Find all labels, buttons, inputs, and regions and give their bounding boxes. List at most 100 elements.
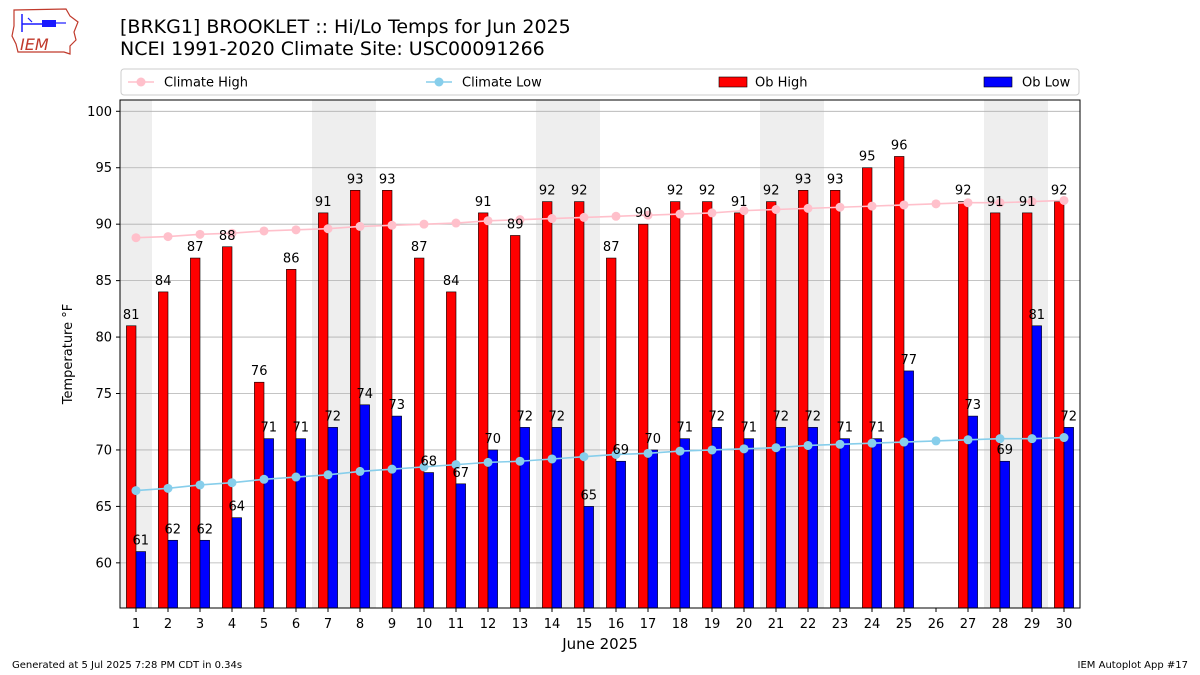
ob-low-label: 74 [357, 387, 374, 402]
x-tick-label: 5 [260, 617, 268, 632]
climate-low-point [547, 454, 557, 464]
title-line-1: [BRKG1] BROOKLET :: Hi/Lo Temps for Jun … [120, 16, 571, 38]
climate-high-point [579, 212, 589, 222]
ob-high-bar [638, 223, 649, 609]
ob-low-bar [775, 427, 786, 609]
title-line-2: NCEI 1991-2020 Climate Site: USC00091266 [120, 38, 545, 60]
x-tick-label: 14 [544, 617, 561, 632]
ob-high-label: 92 [763, 184, 780, 199]
chart-title: [BRKG1] BROOKLET :: Hi/Lo Temps for Jun … [120, 16, 571, 60]
ob-high-label: 89 [507, 217, 524, 232]
climate-high-point [611, 211, 621, 221]
y-tick-label: 95 [95, 161, 112, 176]
climate-high-point [739, 206, 749, 216]
ob-high-label: 87 [187, 240, 204, 255]
climate-low-point [163, 483, 173, 493]
ob-high-label: 95 [859, 150, 876, 165]
climate-high-line [135, 199, 1065, 239]
x-tick-label: 9 [388, 617, 396, 632]
climate-low-point [899, 437, 909, 447]
ob-high-bar [542, 201, 553, 609]
climate-low-point [195, 480, 205, 490]
ob-low-label: 71 [869, 421, 886, 436]
ob-low-label: 72 [773, 409, 790, 424]
y-tick-label: 100 [87, 105, 112, 120]
ob-low-label: 81 [1029, 308, 1046, 323]
legend-climate-low-marker [434, 77, 444, 87]
climate-high-point [675, 209, 685, 219]
ob-high-bar [670, 201, 681, 609]
climate-low-point [451, 460, 461, 470]
ob-high-label: 92 [955, 184, 972, 199]
x-tick-label: 13 [512, 617, 529, 632]
x-tick-label: 22 [800, 617, 817, 632]
x-tick-label: 20 [736, 617, 753, 632]
climate-low-point [771, 443, 781, 453]
climate-low-line [135, 436, 1065, 492]
ob-low-label: 77 [901, 353, 918, 368]
climate-high-point [291, 225, 301, 235]
x-tick-label: 28 [992, 617, 1009, 632]
ob-high-label: 87 [603, 240, 620, 255]
x-tick-label: 25 [896, 617, 913, 632]
climate-high-point [387, 220, 397, 230]
app-footer: IEM Autoplot App #17 [1077, 660, 1188, 671]
legend-ob-low-label: Ob Low [1022, 76, 1071, 91]
ob-low-label: 72 [805, 409, 822, 424]
legend-ob-low-swatch [983, 76, 1013, 88]
climate-low-point [803, 440, 813, 450]
climate-high-point [515, 215, 525, 225]
ob-high-label: 92 [571, 184, 588, 199]
ob-high-bar [446, 291, 457, 609]
ob-low-bar [615, 460, 626, 609]
ob-low-label: 61 [133, 534, 150, 549]
x-tick-label: 27 [960, 617, 977, 632]
ob-low-label: 62 [197, 522, 214, 537]
climate-low-point [515, 456, 525, 466]
climate-high-point [995, 198, 1005, 208]
x-tick-label: 6 [292, 617, 300, 632]
x-tick-label: 26 [928, 617, 945, 632]
ob-high-bar [190, 257, 201, 609]
x-tick-label: 3 [196, 617, 204, 632]
climate-high-point [323, 224, 333, 234]
plot-frame [119, 99, 1081, 609]
climate-low-point [707, 445, 717, 455]
ob-low-label: 71 [837, 421, 854, 436]
climate-high-point [355, 221, 365, 231]
climate-low-point [483, 457, 493, 467]
ob-low-bar [327, 427, 338, 609]
climate-low-point [1059, 433, 1069, 443]
ob-low-label: 73 [389, 398, 406, 413]
ob-low-bar [743, 438, 754, 609]
ob-high-bar [1054, 201, 1065, 609]
ob-low-bar [519, 427, 530, 609]
ob-low-bar [391, 415, 402, 609]
ob-high-bar [862, 167, 873, 609]
ob-high-bar [606, 257, 617, 609]
x-tick-label: 10 [416, 617, 433, 632]
x-tick-label: 23 [832, 617, 849, 632]
ob-high-bar [254, 381, 265, 609]
ob-low-label: 70 [485, 432, 502, 447]
ob-low-bar [423, 472, 434, 609]
ob-high-label: 93 [795, 172, 812, 187]
climate-high-point [803, 203, 813, 213]
legend-climate-high-label: Climate High [164, 76, 248, 91]
y-axis-label: Temperature °F [61, 304, 76, 405]
x-tick-label: 24 [864, 617, 881, 632]
ob-high-label: 91 [315, 195, 332, 210]
climate-low-point [131, 486, 141, 496]
climate-high-point [451, 218, 461, 228]
ob-low-bar [999, 460, 1010, 609]
ob-high-bar [478, 212, 489, 609]
climate-low-point [259, 474, 269, 484]
y-tick-label: 85 [95, 274, 112, 289]
ob-low-label: 72 [325, 409, 342, 424]
ob-high-label: 90 [635, 206, 652, 221]
climate-low-point [931, 436, 941, 446]
climate-low-point [739, 444, 749, 454]
climate-high-point [835, 202, 845, 212]
x-tick-label: 18 [672, 617, 689, 632]
x-tick-label: 1 [132, 617, 140, 632]
